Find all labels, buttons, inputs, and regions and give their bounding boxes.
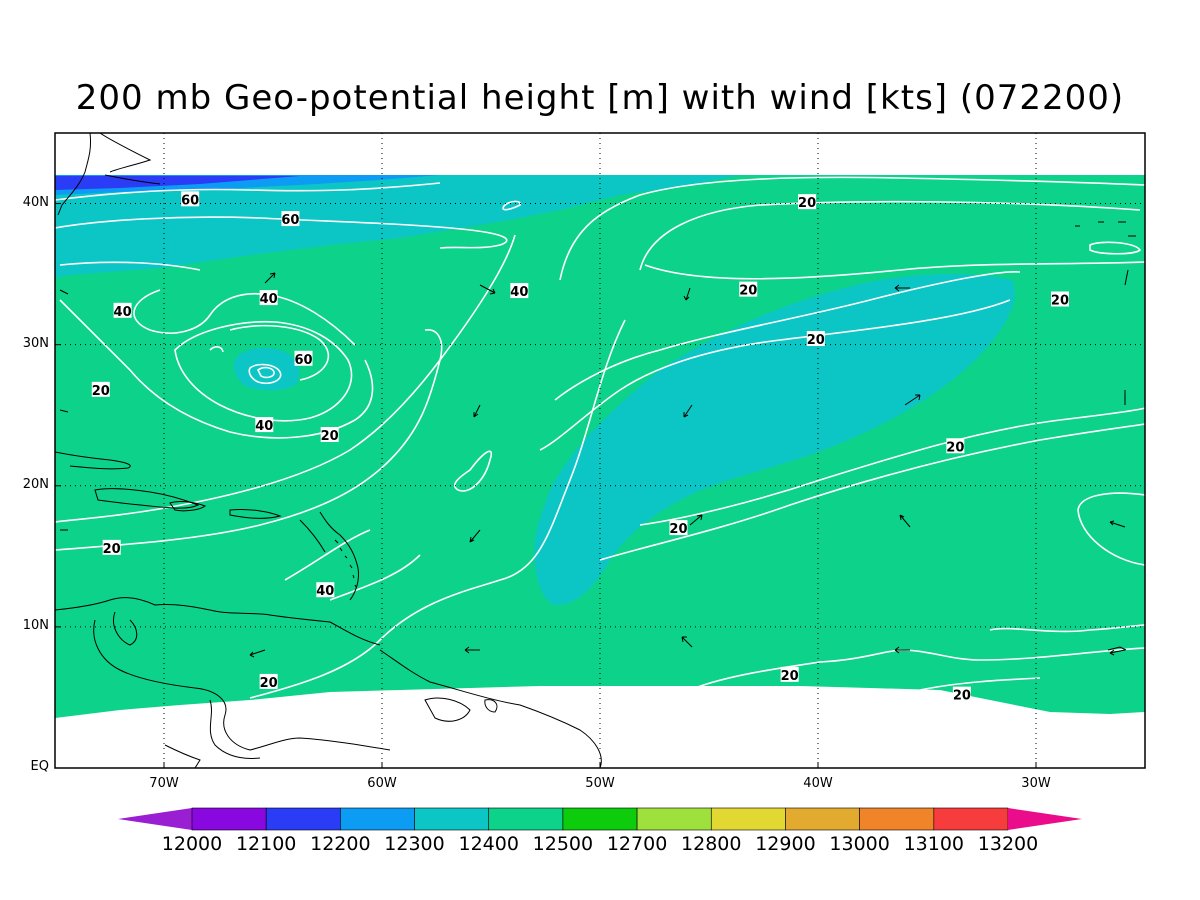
colorbar-max-arrow [1008, 808, 1082, 830]
contour-label-box [181, 191, 200, 207]
colorbar-segment [562, 807, 638, 831]
colorbar-segment [636, 807, 712, 831]
contour-label-box [806, 331, 825, 347]
contour-label: 60 [281, 213, 299, 228]
wind-vectors [59, 269, 1129, 658]
contour-label-box [316, 582, 335, 598]
height-fill-12400-band [534, 274, 1015, 605]
graticule [55, 133, 1145, 768]
height-fill-12400-low [233, 348, 300, 391]
contour-label-box [281, 211, 300, 227]
contour-label-box [259, 290, 278, 306]
lon-tick-label: 40W [803, 776, 833, 791]
contour-label: 40 [255, 419, 273, 434]
contour-label: 40 [316, 584, 334, 599]
colorbar-segment [933, 807, 1009, 831]
colorbar-level-label: 12400 [458, 833, 519, 855]
map-title: 200 mb Geo-potential height [m] with win… [75, 78, 1125, 118]
contour-label-box [320, 426, 339, 442]
colorbar-segment [859, 807, 935, 831]
lat-tick-label: 10N [22, 617, 49, 633]
contour-label: 20 [92, 384, 110, 399]
contour-label-box [510, 283, 529, 299]
contour-label: 20 [669, 522, 687, 537]
colorbar-segment [710, 807, 786, 831]
lat-tick-label: EQ [30, 759, 49, 774]
contour-label: 60 [294, 353, 312, 368]
contour-label-box [798, 194, 817, 210]
colorbar-level-label: 12200 [310, 833, 371, 855]
colorbar-level-label: 13200 [977, 833, 1039, 855]
islands [334, 221, 1136, 651]
contour-labels: 60 60 40 40 40 60 20 40 20 20 40 20 20 20 20 20 20 20 20 20 [91, 191, 1069, 704]
height-fill-12400-north [55, 175, 740, 278]
coastlines [55, 133, 602, 768]
colorbar-level-label: 12500 [532, 833, 594, 855]
lat-tick-label: 40N [22, 194, 49, 210]
colorbar-level-label: 12100 [235, 833, 297, 855]
axis-ticks [55, 203, 1037, 769]
colorbar-level-label: 12900 [755, 833, 816, 855]
colorbar-segment [265, 807, 341, 831]
contour-label: 20 [1051, 294, 1069, 309]
lat-tick-label: 20N [22, 476, 49, 492]
lon-tick-label: 60W [367, 776, 397, 791]
contour-label-box [91, 381, 110, 397]
colorbar-segment [340, 807, 415, 831]
colorbar-segment [785, 807, 860, 831]
colorbar-segment [191, 807, 267, 831]
colorbar-level-label: 13100 [903, 833, 965, 855]
lon-tick-label: 50W [585, 776, 615, 791]
contour-label-box [294, 350, 313, 366]
contour-label: 20 [103, 542, 121, 557]
colorbar-level-label: 12000 [161, 833, 223, 855]
contour-label: 20 [953, 689, 971, 704]
contour-label: 40 [114, 305, 132, 320]
contour-label: 40 [260, 292, 278, 307]
colorbar-level-label: 12700 [606, 833, 668, 855]
contour-label-box [102, 539, 121, 555]
contour-label: 40 [510, 285, 528, 300]
colorbar [118, 807, 1082, 831]
contour-label-box [255, 417, 274, 433]
lon-tick-label: 30W [1021, 776, 1051, 791]
height-fill-12200 [55, 176, 300, 190]
lon-tick-label: 70W [149, 776, 179, 791]
contour-label-box [952, 686, 971, 702]
contour-label: 20 [260, 676, 278, 691]
colorbar-level-label: 13000 [829, 833, 890, 855]
contour-label-box [739, 281, 758, 297]
contour-label-box [669, 520, 688, 536]
contour-label-box [113, 302, 132, 318]
contour-label-box [780, 666, 799, 682]
contour-label: 20 [946, 440, 964, 455]
colorbar-segment [414, 807, 490, 831]
contour-label: 20 [807, 333, 825, 348]
colorbar-level-label: 12300 [384, 833, 445, 855]
contour-label: 20 [739, 284, 757, 299]
contour-label-box [1050, 291, 1069, 307]
colorbar-min-arrow [118, 808, 192, 830]
contour-label: 20 [321, 429, 339, 444]
contour-label: 20 [798, 196, 816, 211]
contour-label-box [946, 438, 965, 454]
contour-label: 20 [781, 669, 799, 684]
contour-label-box [259, 673, 278, 689]
colorbar-level-label: 12800 [681, 833, 742, 855]
contour-label: 60 [181, 193, 199, 208]
lat-tick-label: 30N [22, 335, 49, 351]
colorbar-segment [488, 807, 564, 831]
